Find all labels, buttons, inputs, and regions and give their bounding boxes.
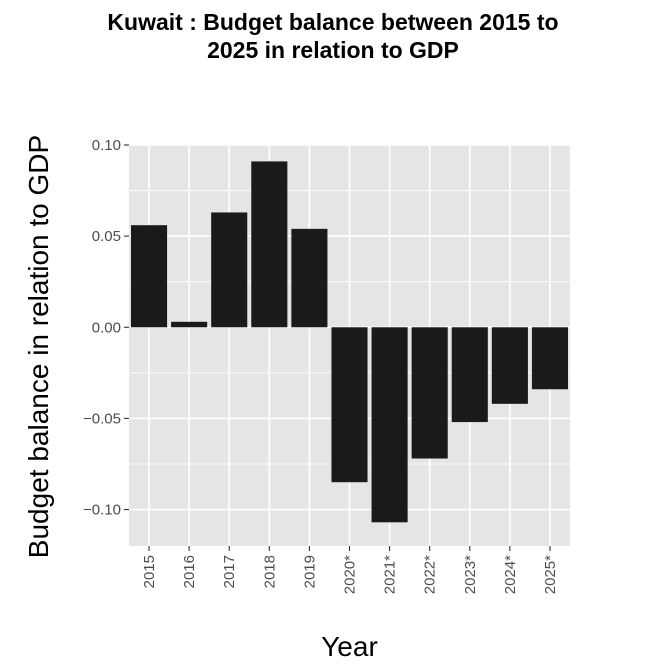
bars: [131, 161, 568, 523]
bar-2021-projected: [371, 327, 408, 523]
bar-2019: [291, 228, 328, 328]
y-tick-label: −0.10: [83, 502, 121, 519]
bar-2017: [211, 212, 248, 328]
x-tick-label: 2022*: [422, 555, 439, 594]
bar-2022-projected: [411, 327, 448, 459]
x-tick-label: 2021*: [382, 555, 399, 594]
bar-2018: [251, 161, 288, 328]
x-axis: 2015 2016 2017 2018 2019 2020* 2021* 2022* 2023*…: [141, 546, 559, 594]
bar-2020-projected: [331, 327, 368, 483]
chart-title: Kuwait : Budget balance between 2015 to …: [0, 8, 666, 64]
y-tick-label: 0.00: [92, 319, 121, 336]
bar-2023-projected: [451, 327, 488, 423]
x-tick-label: 2023*: [462, 555, 479, 594]
y-tick-label: −0.05: [83, 410, 121, 427]
x-tick-label: 2017: [221, 555, 238, 588]
x-tick-label: 2025*: [542, 555, 559, 594]
x-tick-label: 2020*: [342, 555, 359, 594]
x-tick-label: 2018: [261, 555, 278, 588]
x-tick-label: 2024*: [502, 555, 519, 594]
chart-title-line-2: 2025 in relation to GDP: [207, 37, 459, 63]
y-tick-label: 0.05: [92, 228, 121, 245]
y-axis: 0.10 0.05 0.00 −0.05 −0.10: [83, 137, 129, 519]
x-tick-label: 2019: [301, 555, 318, 588]
x-tick-label: 2016: [181, 555, 198, 588]
y-axis-title: Budget balance in relation to GDP: [23, 135, 54, 558]
x-axis-title: Year: [321, 631, 378, 662]
chart-title-line-1: Kuwait : Budget balance between 2015 to: [107, 9, 559, 35]
bar-2024-projected: [491, 327, 528, 404]
y-tick-label: 0.10: [92, 137, 121, 154]
bar-2016: [171, 321, 208, 328]
bar-2015: [131, 225, 168, 328]
x-tick-label: 2015: [141, 555, 158, 588]
bar-2025-projected: [531, 327, 568, 390]
